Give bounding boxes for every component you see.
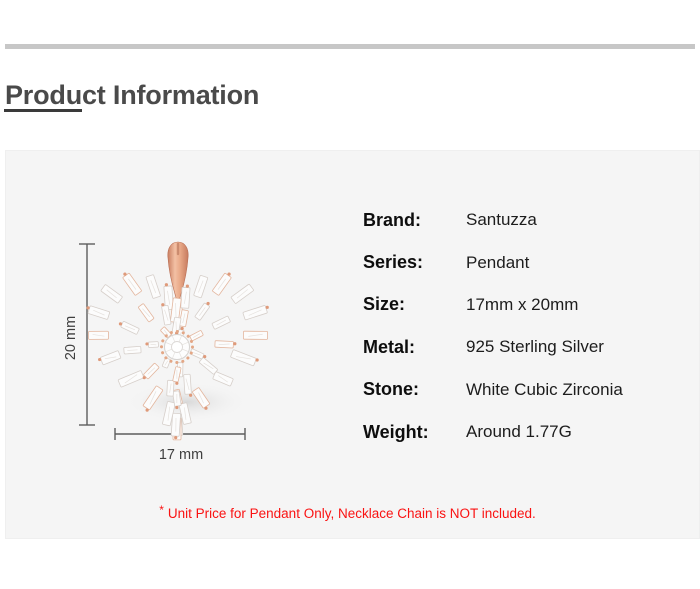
- footnote: * Unit Price for Pendant Only, Necklace C…: [0, 503, 695, 521]
- specs-table: Brand: Santuzza Series: Pendant Size: 17…: [363, 199, 623, 453]
- spec-row: Series: Pendant: [363, 241, 623, 283]
- spec-row: Brand: Santuzza: [363, 199, 623, 241]
- spec-row: Size: 17mm x 20mm: [363, 284, 623, 326]
- spec-label: Brand:: [363, 209, 421, 230]
- spec-label: Series:: [363, 252, 424, 273]
- width-dimension-label: 17 mm: [159, 447, 203, 463]
- spec-value: White Cubic Zirconia: [466, 379, 623, 399]
- height-dimension-label: 20 mm: [63, 316, 79, 360]
- spec-label: Weight:: [363, 421, 429, 442]
- spec-row: Weight: Around 1.77G: [363, 411, 623, 453]
- pendant-center-stone: [160, 330, 194, 364]
- top-divider: [5, 44, 695, 49]
- pendant-heart-stones: [86, 272, 269, 441]
- title-underline: [4, 109, 82, 112]
- spec-value: 17mm x 20mm: [466, 294, 579, 314]
- footnote-text: Unit Price for Pendant Only, Necklace Ch…: [167, 506, 536, 521]
- spec-label: Metal:: [363, 336, 416, 357]
- spec-value: 925 Sterling Silver: [466, 337, 604, 357]
- spec-row: Metal: 925 Sterling Silver: [363, 326, 623, 368]
- spec-value: Santuzza: [466, 210, 537, 230]
- footnote-marker: *: [159, 503, 164, 517]
- height-dimension-line: [79, 243, 95, 426]
- spec-label: Size:: [363, 294, 406, 315]
- spec-label: Stone:: [363, 379, 419, 400]
- page-title: Product Information: [5, 80, 260, 110]
- product-info-panel: [5, 150, 700, 539]
- spec-value: Around 1.77G: [466, 422, 572, 442]
- pendant-diagram: 20 mm 17 mm: [63, 241, 269, 463]
- spec-row: Stone: White Cubic Zirconia: [363, 369, 623, 411]
- spec-value: Pendant: [466, 252, 530, 272]
